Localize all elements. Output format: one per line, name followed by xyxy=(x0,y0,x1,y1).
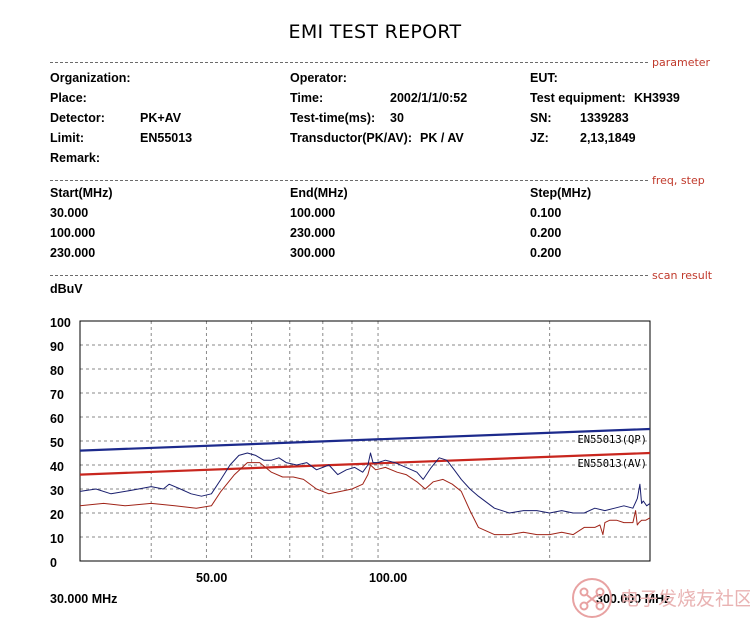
test-time-value: 30 xyxy=(390,111,404,125)
x-tick-label: 50.00 xyxy=(196,571,228,585)
operator-label: Operator: xyxy=(290,71,347,85)
freq-row-2-end: 230.000 xyxy=(290,226,336,240)
separator-scan-result xyxy=(50,275,648,276)
watermark-logo-icon xyxy=(572,578,612,618)
transductor-label: Transductor(PK/AV): xyxy=(290,131,412,145)
y-tick-label: 80 xyxy=(50,364,64,378)
limit-line-qp xyxy=(79,427,651,452)
jz-label: JZ: xyxy=(530,131,549,145)
freq-row-1-end: 100.000 xyxy=(290,206,336,220)
detector-value: PK+AV xyxy=(140,111,182,125)
place-label: Place: xyxy=(50,91,87,105)
freq-row-3-step: 0.200 xyxy=(530,246,562,260)
y-tick-label: 70 xyxy=(50,388,64,402)
y-tick-label: 60 xyxy=(50,412,64,426)
section-label-freq-step: freq, step xyxy=(652,174,705,187)
y-tick-label: 10 xyxy=(50,532,64,546)
limit-label: Limit: xyxy=(50,131,85,145)
y-tick-label: 100 xyxy=(50,316,71,330)
freq-row-2-start: 100.000 xyxy=(50,226,96,240)
separator-parameter xyxy=(50,62,648,63)
sn-value: 1339283 xyxy=(580,111,629,125)
eut-label: EUT: xyxy=(530,71,558,85)
jz-value: 2,13,1849 xyxy=(580,131,636,145)
limit-label-qp: EN55013(QP) xyxy=(577,434,647,446)
section-label-scan-result: scan result xyxy=(652,269,713,282)
y-tick-label: 40 xyxy=(50,460,64,474)
y-tick-label: 50 xyxy=(50,436,64,450)
freq-row-3-start: 230.000 xyxy=(50,246,96,260)
freq-row-3-end: 300.000 xyxy=(290,246,336,260)
report-title: EMI TEST REPORT xyxy=(288,21,462,43)
limit-line-av xyxy=(79,451,651,476)
section-label-parameter: parameter xyxy=(652,56,711,69)
measured-trace-1 xyxy=(79,452,651,514)
organization-label: Organization: xyxy=(50,71,131,85)
test-equipment-label: Test equipment: xyxy=(530,91,626,105)
limit-lines xyxy=(79,427,651,476)
detector-label: Detector: xyxy=(50,111,105,125)
freq-header-step: Step(MHz) xyxy=(530,186,592,200)
limit-label-av: EN55013(AV) xyxy=(577,458,647,470)
plot-grid xyxy=(80,321,650,561)
y-tick-label: 30 xyxy=(50,484,64,498)
freq-row-1-start: 30.000 xyxy=(50,206,89,220)
freq-row-1-step: 0.100 xyxy=(530,206,562,220)
sn-label: SN: xyxy=(530,111,552,125)
transductor-value: PK / AV xyxy=(420,131,464,145)
test-time-label: Test-time(ms): xyxy=(290,111,376,125)
remark-label: Remark: xyxy=(50,151,101,165)
time-label: Time: xyxy=(290,91,324,105)
y-axis-unit: dBuV xyxy=(50,282,83,296)
x-end-label: 300.000 MHz xyxy=(596,592,671,606)
x-tick-label: 100.00 xyxy=(369,571,408,585)
freq-header-start: Start(MHz) xyxy=(50,186,113,200)
measured-traces xyxy=(79,452,651,536)
y-tick-label: 20 xyxy=(50,508,64,522)
y-tick-label: 90 xyxy=(50,340,64,354)
limit-value: EN55013 xyxy=(140,131,193,145)
watermark-text: 电子发烧友社区 xyxy=(620,588,750,610)
separator-freq-step xyxy=(50,180,648,181)
limit-labels: EN55013(QP) EN55013(AV) xyxy=(577,434,647,470)
measured-trace-2 xyxy=(79,462,651,536)
watermark: 电子发烧友社区 xyxy=(570,576,750,620)
plot-frame xyxy=(79,320,651,562)
y-tick-label: 0 xyxy=(50,556,57,570)
freq-header-end: End(MHz) xyxy=(290,186,348,200)
test-equipment-value: KH3939 xyxy=(634,91,680,105)
freq-row-2-step: 0.200 xyxy=(530,226,562,240)
x-start-label: 30.000 MHz xyxy=(50,592,118,606)
time-value: 2002/1/1/0:52 xyxy=(390,91,468,105)
